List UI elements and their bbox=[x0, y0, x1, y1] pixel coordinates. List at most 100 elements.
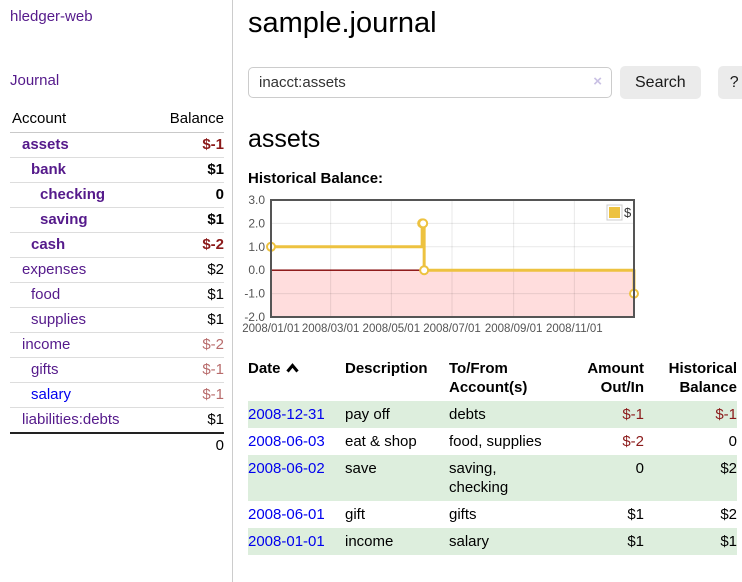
x-axis-tick-label: 2008/05/01 bbox=[363, 323, 421, 335]
sidebar-account-income[interactable]: income bbox=[22, 336, 71, 353]
register-date-link[interactable]: 2008-06-02 bbox=[248, 460, 325, 477]
register-accounts: debts bbox=[449, 406, 486, 423]
accounts-header-row: Account Balance bbox=[10, 107, 224, 133]
register-table-body: 2008-12-31 pay off debts $-1 $-1 2008-06-03 ea… bbox=[248, 401, 737, 555]
accounts-total-value: 0 bbox=[215, 437, 224, 454]
account-balance: $1 bbox=[207, 211, 224, 228]
accounts-table: Account Balance assets $-1 bank $1 checking 0… bbox=[10, 107, 224, 458]
account-row: liabilities:debts $1 bbox=[10, 408, 224, 433]
sidebar-account-gifts[interactable]: gifts bbox=[31, 361, 59, 378]
sidebar-account-cash[interactable]: cash bbox=[31, 236, 66, 253]
account-row: supplies $1 bbox=[10, 308, 224, 333]
register-column-historical: Historical Balance bbox=[668, 360, 737, 396]
register-header-row: Date Description To/From Account(s) Amount Ou… bbox=[248, 357, 737, 401]
account-balance: $1 bbox=[207, 286, 224, 303]
search-form: × Search ? bbox=[248, 66, 742, 99]
account-balance: $1 bbox=[207, 311, 224, 328]
account-balance: $1 bbox=[207, 411, 224, 428]
register-column-date[interactable]: Date bbox=[248, 357, 345, 401]
account-row: checking 0 bbox=[10, 183, 224, 208]
account-row: food $1 bbox=[10, 283, 224, 308]
y-axis-tick-label: 0.0 bbox=[248, 263, 265, 277]
x-axis-tick-label: 2008/01/01 bbox=[242, 323, 300, 335]
sidebar-account-expenses[interactable]: expenses bbox=[22, 261, 87, 278]
sidebar-account-food[interactable]: food bbox=[31, 286, 61, 303]
y-axis-tick-label: 2.0 bbox=[248, 216, 265, 230]
help-button[interactable]: ? bbox=[717, 66, 742, 99]
y-axis-tick-label: 1.0 bbox=[248, 240, 265, 254]
accounts-table-body: assets $-1 bank $1 checking 0 saving $1 cash $-2 e… bbox=[10, 133, 224, 433]
chart-negative-region bbox=[271, 270, 634, 317]
sidebar-item-journal[interactable]: Journal bbox=[10, 72, 60, 89]
register-row: 2008-06-02 save saving, checking 0 $2 bbox=[248, 455, 737, 501]
search-input[interactable] bbox=[248, 67, 612, 98]
chart-border bbox=[270, 199, 635, 318]
sidebar-account-saving[interactable]: saving bbox=[40, 211, 88, 228]
main-content: sample.journal × Search ? assets Histori… bbox=[233, 0, 742, 582]
register-column-tofrom: To/From Account(s) bbox=[449, 360, 528, 396]
chart-data-point bbox=[419, 265, 430, 276]
account-balance: $-1 bbox=[202, 136, 224, 153]
sidebar: hledger-web Journal Account Balance asse… bbox=[0, 0, 233, 582]
register-accounts: salary bbox=[449, 533, 490, 550]
register-description: pay off bbox=[345, 406, 390, 423]
y-axis-tick-label: -1.0 bbox=[244, 287, 265, 301]
x-axis-tick-label: 2008/11/01 bbox=[546, 323, 603, 335]
register-accounts: saving, checking bbox=[449, 460, 509, 496]
register-description: income bbox=[345, 533, 394, 550]
register-accounts: gifts bbox=[449, 506, 477, 523]
y-axis-tick-label: -2.0 bbox=[244, 310, 265, 324]
register-table: Date Description To/From Account(s) Amount Ou… bbox=[248, 357, 737, 555]
register-date-link[interactable]: 2008-12-31 bbox=[248, 406, 325, 423]
clear-search-icon[interactable]: × bbox=[593, 73, 602, 90]
x-axis-tick-label: 2008/03/01 bbox=[302, 323, 360, 335]
account-balance: $-1 bbox=[202, 361, 224, 378]
account-balance: 0 bbox=[215, 186, 224, 203]
sidebar-account-assets[interactable]: assets bbox=[22, 136, 69, 153]
register-balance: 0 bbox=[728, 433, 737, 450]
sort-ascending-icon bbox=[285, 363, 299, 373]
chart-title: Historical Balance: bbox=[248, 170, 384, 187]
account-balance: $1 bbox=[207, 161, 224, 178]
account-row: expenses $2 bbox=[10, 258, 224, 283]
search-input-wrap: × bbox=[248, 67, 612, 98]
account-row: assets $-1 bbox=[10, 133, 224, 158]
account-balance: $-2 bbox=[202, 336, 224, 353]
search-button[interactable]: Search bbox=[620, 66, 701, 99]
historical-balance-chart: $3.0 2.0 1.0 0.0 -1.0 -2.0 2008/01/01 2008/03/0… bbox=[242, 193, 742, 339]
register-date-link[interactable]: 2008-01-01 bbox=[248, 533, 325, 550]
register-row: 2008-06-03 eat & shop food, supplies $-2 0 bbox=[248, 428, 737, 455]
sidebar-account-salary[interactable]: salary bbox=[31, 386, 72, 403]
register-accounts: food, supplies bbox=[449, 433, 542, 450]
register-amount: 0 bbox=[635, 460, 644, 477]
register-balance: $1 bbox=[720, 533, 737, 550]
register-amount: $1 bbox=[627, 533, 644, 550]
sidebar-account-bank[interactable]: bank bbox=[31, 161, 67, 178]
y-axis-tick-label: 3.0 bbox=[248, 193, 265, 207]
legend-label: $ bbox=[624, 205, 632, 220]
register-date-link[interactable]: 2008-06-01 bbox=[248, 506, 325, 523]
sidebar-account-liabilities:debts[interactable]: liabilities:debts bbox=[22, 411, 120, 428]
account-row: bank $1 bbox=[10, 158, 224, 183]
register-balance: $-1 bbox=[715, 406, 737, 423]
register-amount: $1 bbox=[627, 506, 644, 523]
sidebar-account-checking[interactable]: checking bbox=[40, 186, 106, 203]
sidebar-account-supplies[interactable]: supplies bbox=[31, 311, 87, 328]
register-amount: $-1 bbox=[622, 406, 644, 423]
account-row: saving $1 bbox=[10, 208, 224, 233]
register-description: save bbox=[345, 460, 377, 477]
accounts-total-row: 0 bbox=[10, 433, 224, 458]
account-balance: $-1 bbox=[202, 386, 224, 403]
account-balance: $2 bbox=[207, 261, 224, 278]
register-row: 2008-01-01 income salary $1 $1 bbox=[248, 528, 737, 555]
register-row: 2008-06-01 gift gifts $1 $2 bbox=[248, 501, 737, 528]
accounts-total-spacer bbox=[10, 433, 153, 458]
page-title: sample.journal bbox=[248, 7, 437, 39]
register-column-description: Description bbox=[345, 360, 428, 377]
brand-link[interactable]: hledger-web bbox=[10, 8, 93, 25]
register-date-link[interactable]: 2008-06-03 bbox=[248, 433, 325, 450]
register-column-amount: Amount Out/In bbox=[587, 360, 644, 396]
accounts-header-balance: Balance bbox=[153, 107, 224, 133]
